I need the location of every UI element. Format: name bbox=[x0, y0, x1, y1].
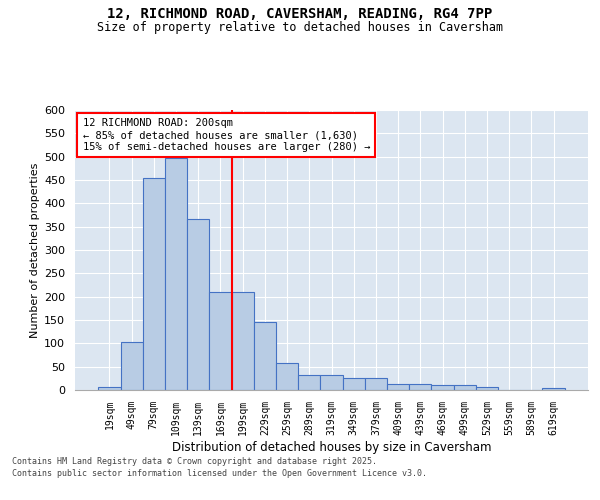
Bar bbox=[409, 384, 431, 390]
Bar bbox=[476, 386, 498, 390]
Bar bbox=[276, 364, 298, 390]
Text: Contains public sector information licensed under the Open Government Licence v3: Contains public sector information licen… bbox=[12, 469, 427, 478]
Bar bbox=[254, 322, 276, 390]
Bar bbox=[387, 384, 409, 390]
Bar bbox=[454, 386, 476, 390]
Bar bbox=[143, 178, 165, 390]
Y-axis label: Number of detached properties: Number of detached properties bbox=[30, 162, 40, 338]
Text: Size of property relative to detached houses in Caversham: Size of property relative to detached ho… bbox=[97, 22, 503, 35]
Bar bbox=[187, 218, 209, 390]
Text: Contains HM Land Registry data © Crown copyright and database right 2025.: Contains HM Land Registry data © Crown c… bbox=[12, 458, 377, 466]
Bar bbox=[320, 374, 343, 390]
Text: 12, RICHMOND ROAD, CAVERSHAM, READING, RG4 7PP: 12, RICHMOND ROAD, CAVERSHAM, READING, R… bbox=[107, 8, 493, 22]
X-axis label: Distribution of detached houses by size in Caversham: Distribution of detached houses by size … bbox=[172, 440, 491, 454]
Bar bbox=[121, 342, 143, 390]
Bar bbox=[542, 388, 565, 390]
Bar bbox=[365, 378, 387, 390]
Bar bbox=[209, 292, 232, 390]
Bar bbox=[165, 158, 187, 390]
Bar bbox=[343, 378, 365, 390]
Bar bbox=[232, 292, 254, 390]
Text: 12 RICHMOND ROAD: 200sqm
← 85% of detached houses are smaller (1,630)
15% of sem: 12 RICHMOND ROAD: 200sqm ← 85% of detach… bbox=[83, 118, 370, 152]
Bar bbox=[431, 386, 454, 390]
Bar bbox=[298, 374, 320, 390]
Bar bbox=[98, 386, 121, 390]
